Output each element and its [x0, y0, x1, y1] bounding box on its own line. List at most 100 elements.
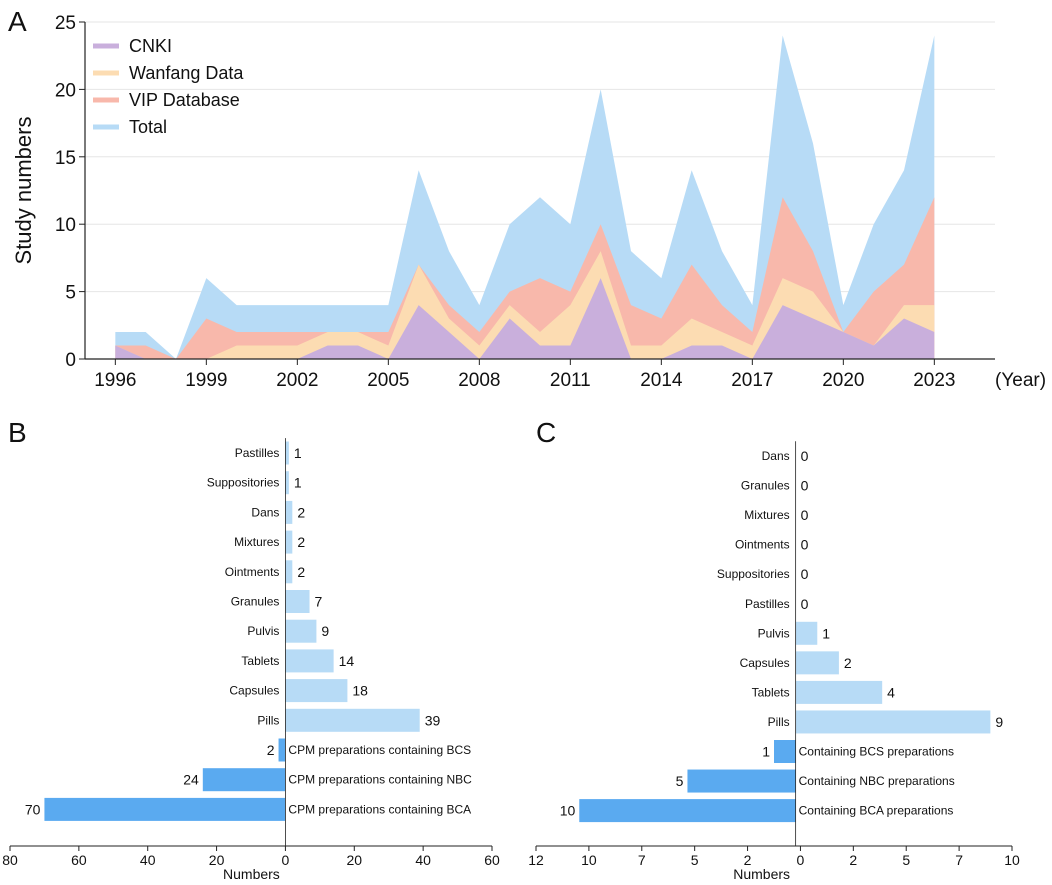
value-label: 1 — [294, 445, 302, 461]
bar-containing-bcs-preparations — [774, 740, 796, 763]
bar-pills — [795, 710, 991, 734]
bar-cpm-preparations-containing-bca — [44, 797, 286, 821]
category-label: Pastilles — [235, 446, 280, 460]
bar-containing-bca-preparations — [579, 799, 796, 823]
x-tick-label: 1996 — [94, 370, 136, 391]
category-label: Granules — [741, 479, 790, 493]
category-label: Ointments — [225, 565, 280, 579]
value-label: 0 — [801, 448, 809, 464]
y-tick-label: 5 — [65, 283, 76, 304]
legend-label-wanfang-data: Wanfang Data — [129, 63, 244, 83]
x-tick-label: 5 — [902, 852, 910, 868]
category-label: Tablets — [752, 685, 790, 699]
bar-containing-nbc-preparations — [687, 769, 796, 793]
category-label: Dans — [762, 449, 790, 463]
value-label: 9 — [321, 623, 329, 639]
x-tick-label: 2017 — [731, 370, 773, 391]
category-label: Tablets — [241, 654, 279, 668]
x-tick-label: 10 — [1004, 852, 1020, 868]
x-tick-label: 20 — [346, 852, 362, 868]
value-label: 0 — [801, 478, 809, 494]
value-label: 2 — [844, 655, 852, 671]
category-label: Containing NBC preparations — [799, 774, 955, 788]
legend-label-total: Total — [129, 117, 167, 137]
area-series-total — [115, 35, 935, 359]
bar-ointments — [285, 560, 293, 584]
value-label: 4 — [887, 684, 895, 700]
category-label: CPM preparations containing BCA — [288, 802, 471, 816]
bar-pulvis — [795, 621, 818, 645]
x-tick-label: 5 — [691, 852, 699, 868]
value-label: 7 — [315, 594, 323, 610]
x-tick-label: 2023 — [913, 370, 955, 391]
x-tick-label: 7 — [955, 852, 963, 868]
panel-a-area-chart: 0 5 10 15 20 25 1996 1999 2002 2005 2008 2011 2014 20… — [11, 13, 1046, 391]
x-tick-label: 2 — [744, 852, 752, 868]
category-label: Dans — [251, 505, 279, 519]
bar-suppositories — [285, 471, 289, 495]
bar-mixtures — [285, 530, 293, 554]
x-tick-label: 2020 — [822, 370, 864, 391]
y-tick-label: 20 — [55, 80, 76, 101]
x-tick-label: 40 — [140, 852, 156, 868]
value-label: 14 — [339, 653, 355, 669]
value-label: 0 — [801, 537, 809, 553]
bar-capsules — [285, 679, 348, 703]
legend-label-cnki: CNKI — [129, 36, 172, 56]
bar-cpm-preparations-containing-bcs — [278, 738, 286, 762]
y-tick-label: 0 — [65, 350, 76, 371]
panel-letter-a: A — [8, 6, 27, 37]
x-tick-label: 2005 — [367, 370, 409, 391]
x-tick-label: 2 — [849, 852, 857, 868]
value-label: 0 — [801, 566, 809, 582]
bar-tablets — [285, 649, 334, 673]
x-tick-label: 40 — [415, 852, 431, 868]
category-label: Ointments — [735, 538, 790, 552]
value-label: 70 — [25, 801, 41, 817]
value-label: 1 — [762, 744, 770, 760]
value-label: 5 — [676, 773, 684, 789]
category-label: Mixtures — [744, 508, 789, 522]
x-tick-label: 12 — [528, 852, 544, 868]
category-label: Containing BCS preparations — [799, 745, 954, 759]
value-label: 2 — [297, 504, 305, 520]
bar-dans — [285, 500, 293, 524]
bar-capsules — [795, 651, 839, 675]
x-tick-label: 10 — [581, 852, 597, 868]
category-label: Containing BCA preparations — [799, 804, 954, 818]
bar-tablets — [795, 680, 883, 704]
panel-b-bar-chart: Pastilles 1 Suppositories 1 Dans 2 Mixtures 2 Oi… — [2, 438, 500, 882]
category-label: Suppositories — [207, 476, 280, 490]
category-label: Capsules — [229, 684, 279, 698]
value-label: 2 — [297, 564, 305, 580]
x-tick-label: 2014 — [640, 370, 683, 391]
x-tick-label: 0 — [282, 852, 290, 868]
area-series-cnki — [115, 278, 935, 359]
bar-pills — [285, 708, 420, 732]
value-label: 0 — [801, 596, 809, 612]
category-label: Pastilles — [745, 597, 790, 611]
x-tick-label: 60 — [484, 852, 500, 868]
x-tick-label: 80 — [2, 852, 18, 868]
category-label: Mixtures — [234, 535, 279, 549]
x-tick-label: 2011 — [550, 370, 591, 391]
value-label: 10 — [560, 803, 576, 819]
category-label: Suppositories — [717, 567, 790, 581]
value-label: 1 — [822, 625, 830, 641]
category-label: CPM preparations containing NBC — [288, 773, 472, 787]
panel-letter-c: C — [536, 417, 556, 448]
category-label: Capsules — [740, 656, 790, 670]
area-series-vip-database — [115, 197, 935, 359]
x-tick-label: 0 — [797, 852, 805, 868]
y-axis-title: Study numbers — [11, 117, 36, 265]
bar-pulvis — [285, 619, 317, 643]
value-label: 24 — [183, 772, 199, 788]
x-axis-title: Numbers — [733, 866, 790, 882]
panel-c-bar-chart: Dans 0 Granules 0 Mixtures 0 Ointments 0 Supposi… — [528, 441, 1020, 882]
category-label: Pulvis — [247, 624, 279, 638]
value-label: 18 — [352, 683, 368, 699]
x-tick-label: 20 — [209, 852, 225, 868]
value-label: 9 — [995, 714, 1003, 730]
bar-granules — [285, 590, 310, 613]
